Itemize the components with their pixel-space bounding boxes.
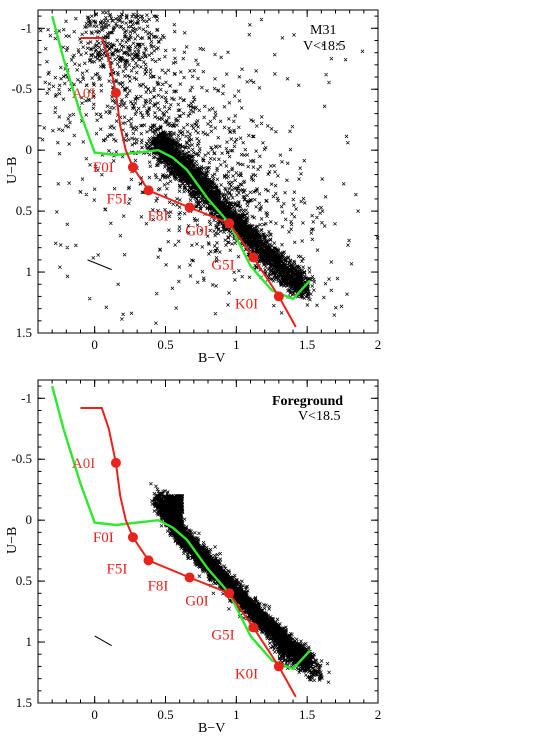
supergiant-line	[80, 407, 297, 698]
panel-foreground: A0I F0I F5I F8I G0I G5I K0I 0 0.5 1 1.5 2 -1 -0.5 0 0.…	[5, 379, 381, 736]
panel-title: Foreground	[272, 394, 343, 409]
star-crosses	[149, 481, 331, 685]
panel-m31: A0I F0I F5I F8I G0I G5I K0I 0 0.5 1 1.5 2 -1 -0.5 0 0.…	[5, 9, 381, 366]
y-tick-label: 0	[26, 142, 33, 157]
reddening-line	[94, 635, 112, 647]
y-tick-label: 1.5	[16, 695, 32, 710]
x-tick-label: 0	[91, 337, 98, 352]
supergiant-label: G0I	[185, 223, 208, 239]
supergiant-point	[273, 291, 284, 302]
supergiant-label: F8I	[148, 578, 169, 594]
dwarf-sequence	[51, 385, 311, 671]
y-tick-label: -0.5	[11, 451, 32, 466]
supergiant-points: A0I F0I F5I F8I G0I G5I K0I	[72, 456, 284, 682]
supergiant-point	[110, 457, 121, 468]
x-tick-label: 1	[233, 707, 240, 722]
supergiant-point	[224, 588, 235, 599]
dwarf-sequence	[51, 15, 311, 301]
dwarf-line	[51, 385, 311, 671]
supergiant-point	[224, 218, 235, 229]
panel-title: M31	[310, 23, 336, 38]
supergiant-point	[110, 87, 121, 98]
x-axis-title: B−V	[198, 351, 225, 366]
y-tick-label: 1.5	[16, 325, 32, 340]
dwarf-line	[51, 15, 311, 301]
supergiant-point	[184, 572, 195, 583]
supergiant-label: F5I	[107, 191, 128, 207]
y-tick-label: 1	[26, 634, 33, 649]
reddening-vector	[94, 635, 112, 647]
supergiant-label: K0I	[235, 296, 258, 312]
x-tick-label: 2	[375, 707, 382, 722]
y-tick-label: 0.5	[16, 573, 32, 588]
axis-ticks: 0 0.5 1 1.5 2 -1 -0.5 0 0.5 1 1.5	[11, 10, 381, 352]
reddening-vector	[87, 259, 112, 271]
x-tick-label: 1	[233, 337, 240, 352]
supergiant-point	[143, 555, 154, 566]
supergiant-label: G5I	[211, 627, 234, 643]
reddening-line	[87, 259, 112, 271]
y-tick-label: -0.5	[11, 81, 32, 96]
scatter-crosses	[149, 481, 331, 685]
y-axis-title: U−B	[5, 157, 20, 184]
x-tick-label: 1.5	[299, 337, 315, 352]
supergiant-label: A0I	[72, 456, 95, 472]
supergiant-point	[248, 622, 259, 633]
supergiant-point	[127, 162, 138, 173]
x-tick-label: 0.5	[157, 707, 173, 722]
supergiant-label: G0I	[185, 593, 208, 609]
y-tick-label: 0	[26, 512, 33, 527]
y-tick-label: -1	[21, 390, 32, 405]
supergiant-label: F8I	[148, 208, 169, 224]
panel-subtitle: V<18.5	[303, 39, 346, 54]
supergiant-point	[184, 202, 195, 213]
star-crosses	[38, 10, 380, 326]
supergiant-label: F5I	[107, 561, 128, 577]
supergiant-sequence	[80, 407, 297, 698]
supergiant-label: A0I	[72, 86, 95, 102]
supergiant-label: F0I	[93, 160, 114, 176]
y-tick-label: 1	[26, 264, 33, 279]
supergiant-label: F0I	[93, 530, 114, 546]
supergiant-points: A0I F0I F5I F8I G0I G5I K0I	[72, 86, 284, 312]
supergiant-point	[127, 532, 138, 543]
supergiant-point	[143, 185, 154, 196]
x-tick-label: 2	[375, 337, 382, 352]
supergiant-point	[248, 252, 259, 263]
x-axis-title: B−V	[198, 721, 225, 736]
y-tick-label: 0.5	[16, 203, 32, 218]
axis-ticks: 0 0.5 1 1.5 2 -1 -0.5 0 0.5 1 1.5	[11, 380, 381, 722]
scatter-crosses	[38, 10, 380, 326]
supergiant-point	[273, 661, 284, 672]
x-tick-label: 1.5	[299, 707, 315, 722]
supergiant-label: G5I	[211, 257, 234, 273]
supergiant-label: K0I	[235, 666, 258, 682]
y-axis-title: U−B	[5, 527, 20, 554]
panel-subtitle: V<18.5	[298, 409, 341, 424]
x-tick-label: 0.5	[157, 337, 173, 352]
x-tick-label: 0	[91, 707, 98, 722]
y-tick-label: -1	[21, 20, 32, 35]
plot-frame	[37, 379, 379, 704]
